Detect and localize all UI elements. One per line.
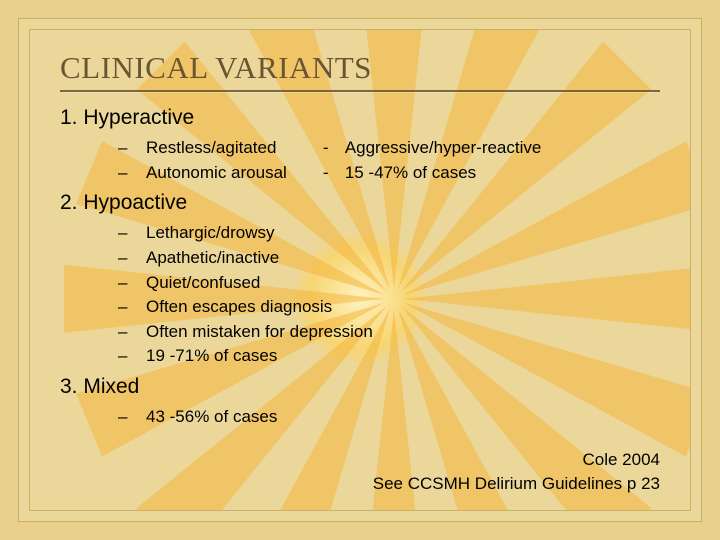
- citation-line: Cole 2004: [373, 448, 660, 472]
- list-item: –43 -56% of cases: [118, 405, 277, 430]
- list-item: –Autonomic arousal: [118, 161, 287, 186]
- dash-bullet: –: [118, 161, 146, 186]
- section-2-body: –Lethargic/drowsy –Apathetic/inactive –Q…: [118, 221, 660, 369]
- list-item: –Quiet/confused: [118, 271, 373, 296]
- bullet-text: Autonomic arousal: [146, 161, 287, 186]
- dash-bullet: –: [118, 271, 146, 296]
- bullet-text: Restless/agitated: [146, 136, 276, 161]
- dash-bullet: –: [118, 320, 146, 345]
- bullet-text: Quiet/confused: [146, 271, 260, 296]
- section-1-right-col: -Aggressive/hyper-reactive -15 -47% of c…: [323, 136, 542, 185]
- dash-bullet: –: [118, 136, 146, 161]
- dash-bullet: –: [118, 405, 146, 430]
- bullet-text: 19 -71% of cases: [146, 344, 277, 369]
- list-item: –Lethargic/drowsy: [118, 221, 373, 246]
- dash-bullet: –: [118, 295, 146, 320]
- list-item: –Restless/agitated: [118, 136, 287, 161]
- bullet-text: Apathetic/inactive: [146, 246, 279, 271]
- section-1-body: –Restless/agitated –Autonomic arousal -A…: [118, 136, 660, 185]
- bullet-text: Often mistaken for depression: [146, 320, 373, 345]
- hyphen-bullet: -: [323, 161, 345, 186]
- slide-content: CLINICAL VARIANTS 1. Hyperactive –Restle…: [30, 30, 690, 510]
- section-3-heading: 3. Mixed: [60, 375, 660, 399]
- section-2-heading: 2. Hypoactive: [60, 191, 660, 215]
- bullet-text: Often escapes diagnosis: [146, 295, 332, 320]
- list-item: –Often mistaken for depression: [118, 320, 373, 345]
- citation-line: See CCSMH Delirium Guidelines p 23: [373, 472, 660, 496]
- dash-bullet: –: [118, 221, 146, 246]
- list-item: –19 -71% of cases: [118, 344, 373, 369]
- section-3-body: –43 -56% of cases: [118, 405, 660, 430]
- inner-frame: CLINICAL VARIANTS 1. Hyperactive –Restle…: [29, 29, 691, 511]
- dash-bullet: –: [118, 246, 146, 271]
- bullet-text: Aggressive/hyper-reactive: [345, 136, 542, 161]
- section-1-heading: 1. Hyperactive: [60, 106, 660, 130]
- list-item: –Apathetic/inactive: [118, 246, 373, 271]
- citation-block: Cole 2004 See CCSMH Delirium Guidelines …: [373, 448, 660, 496]
- bullet-text: Lethargic/drowsy: [146, 221, 275, 246]
- section-2-left-col: –Lethargic/drowsy –Apathetic/inactive –Q…: [118, 221, 373, 369]
- title-rule: [60, 90, 660, 92]
- list-item: -15 -47% of cases: [323, 161, 542, 186]
- section-3-left-col: –43 -56% of cases: [118, 405, 277, 430]
- section-1-left-col: –Restless/agitated –Autonomic arousal: [118, 136, 287, 185]
- slide-title: CLINICAL VARIANTS: [60, 50, 660, 86]
- outer-frame: CLINICAL VARIANTS 1. Hyperactive –Restle…: [18, 18, 702, 522]
- hyphen-bullet: -: [323, 136, 345, 161]
- bullet-text: 43 -56% of cases: [146, 405, 277, 430]
- list-item: -Aggressive/hyper-reactive: [323, 136, 542, 161]
- dash-bullet: –: [118, 344, 146, 369]
- bullet-text: 15 -47% of cases: [345, 161, 476, 186]
- list-item: –Often escapes diagnosis: [118, 295, 373, 320]
